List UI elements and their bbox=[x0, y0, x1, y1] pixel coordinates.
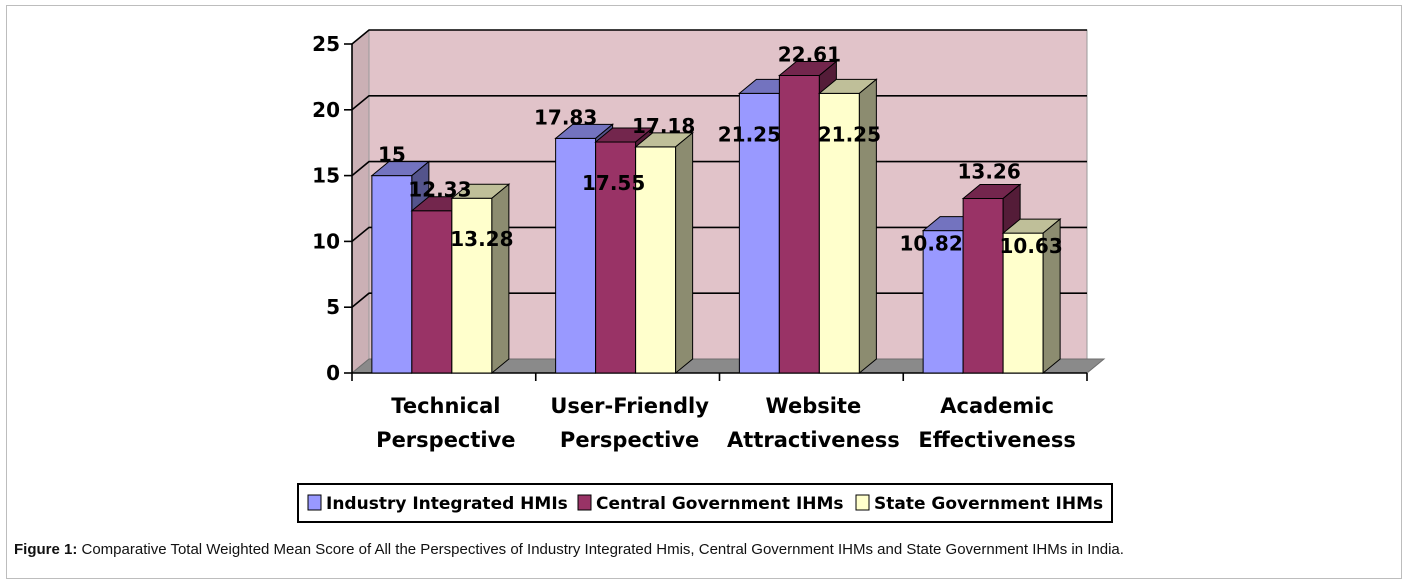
bar-0-2 bbox=[451, 197, 493, 374]
bar-side-1-2 bbox=[675, 131, 694, 375]
x-category-label: Website bbox=[766, 394, 862, 418]
bar-0-0 bbox=[371, 175, 413, 374]
x-category-label: Technical bbox=[391, 394, 500, 418]
x-category-label: Perspective bbox=[376, 428, 515, 452]
data-label: 21.25 bbox=[818, 122, 881, 146]
y-tick-label: 5 bbox=[326, 295, 340, 319]
data-label: 22.61 bbox=[778, 42, 841, 66]
bar-0-1 bbox=[411, 210, 453, 374]
bar-3-1 bbox=[962, 197, 1004, 374]
legend-swatch bbox=[855, 494, 870, 511]
y-tick-label: 10 bbox=[312, 229, 340, 253]
y-tick-label: 20 bbox=[312, 98, 340, 122]
data-label: 13.26 bbox=[957, 159, 1020, 183]
x-category-label: Academic bbox=[940, 394, 1054, 418]
bar-2-2 bbox=[818, 92, 860, 374]
figure-caption: Figure 1: Comparative Total Weighted Mea… bbox=[14, 541, 1124, 558]
bar-side-3-2 bbox=[1042, 218, 1061, 375]
data-label: 17.18 bbox=[632, 114, 695, 138]
data-label: 17.83 bbox=[534, 105, 597, 129]
data-label: 10.82 bbox=[899, 232, 962, 256]
y-tick-label: 15 bbox=[312, 164, 340, 188]
x-category-label: Effectiveness bbox=[918, 428, 1075, 452]
bar-1-1 bbox=[595, 141, 637, 374]
caption-text: Comparative Total Weighted Mean Score of… bbox=[77, 541, 1124, 558]
plot-side-wall bbox=[351, 28, 370, 375]
y-tick-label: 0 bbox=[326, 361, 340, 385]
y-tick-label: 25 bbox=[312, 32, 340, 56]
x-category-label: Perspective bbox=[560, 428, 699, 452]
caption-label: Figure 1: bbox=[14, 541, 78, 558]
x-category-label: User-Friendly bbox=[550, 394, 709, 418]
x-category-label: Attractiveness bbox=[727, 428, 900, 452]
bar-side-2-2 bbox=[858, 78, 877, 375]
data-label: 10.63 bbox=[999, 234, 1062, 258]
gridline bbox=[351, 29, 1087, 45]
data-label: 13.28 bbox=[450, 227, 513, 251]
data-label: 17.55 bbox=[582, 171, 645, 195]
legend-label: Central Government IHMs bbox=[596, 494, 844, 514]
bar-side-0-2 bbox=[491, 183, 510, 375]
legend-box bbox=[297, 483, 1113, 523]
data-label: 12.33 bbox=[408, 178, 471, 202]
data-label: 21.25 bbox=[718, 122, 781, 146]
data-label: 15 bbox=[378, 143, 406, 167]
bar-2-1 bbox=[778, 74, 820, 374]
legend-label: Industry Integrated HMIs bbox=[326, 494, 568, 514]
legend-label: State Government IHMs bbox=[874, 494, 1103, 514]
legend-swatch bbox=[307, 494, 322, 511]
legend-swatch bbox=[577, 494, 592, 511]
